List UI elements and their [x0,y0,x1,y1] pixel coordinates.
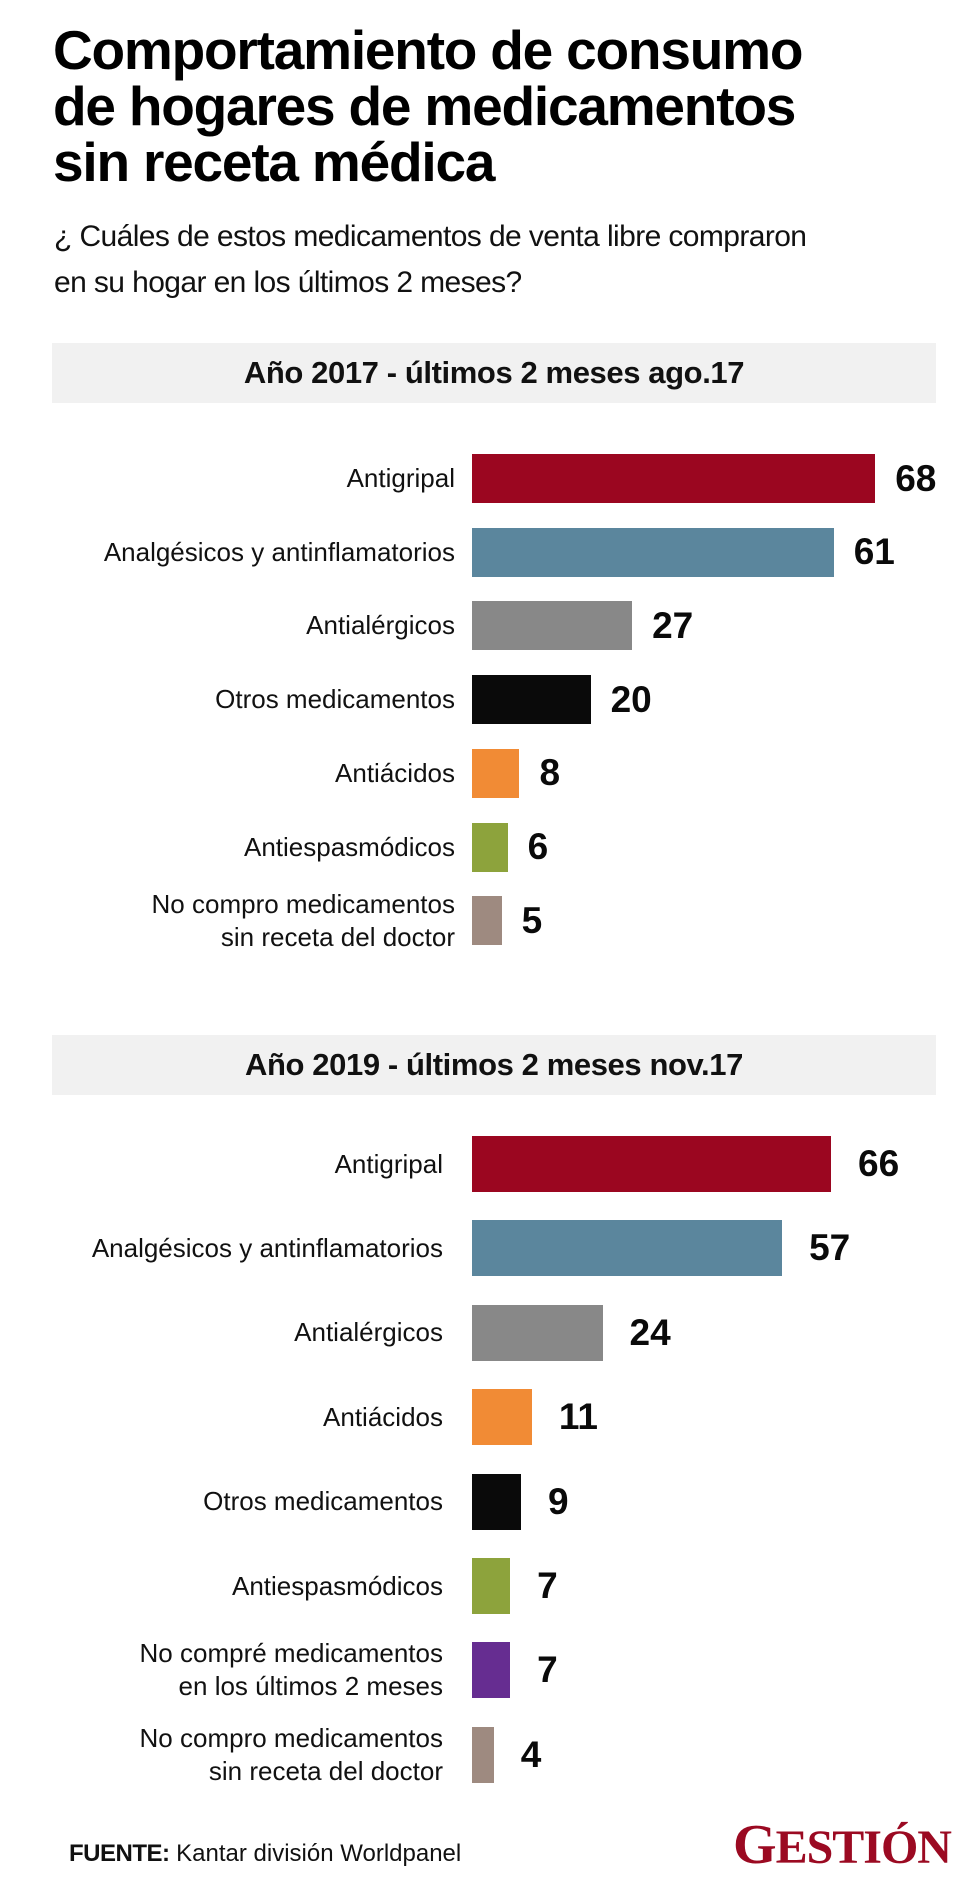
bar [472,454,876,503]
value-label: 8 [539,752,561,794]
category-label-line: No compro medicamentos [139,1722,443,1753]
category-label: Otros medicamentos [215,683,455,716]
category-label: No compré medicamentos en los últimos 2 m… [140,1637,443,1703]
bar [472,1389,532,1446]
category-label-line: No compré medicamentos [139,1638,443,1669]
bar [472,822,508,872]
category-label-line: Analgésicos y antinflamatorios [91,1232,443,1263]
category-label: Antigripal [335,1148,443,1181]
bar [472,675,591,725]
category-label-line: Antiespasmódicos [232,1570,443,1601]
chart-subtitle: ¿ Cuáles de estos medicamentos de venta … [54,214,954,306]
value-label: 57 [809,1227,851,1269]
bar [472,896,502,946]
category-label-line: Antigripal [334,1148,443,1179]
category-label-line: en los últimos 2 meses [178,1671,443,1702]
category-label: Antialérgicos [306,609,455,642]
category-label: Antigripal [347,462,455,495]
value-label: 11 [558,1396,598,1438]
category-label: No compro medicamentos sin receta del doc… [140,1722,443,1788]
title-line: Comportamiento de consumo [53,19,803,81]
bar [472,601,633,651]
value-label: 68 [895,457,937,499]
gestion-logo: GESTIÓN [733,1813,952,1877]
value-label: 66 [858,1143,900,1184]
category-label-line: No compro medicamentos [151,888,455,919]
category-label: Antiácidos [323,1401,443,1434]
category-label-line: Otros medicamentos [203,1486,443,1517]
category-label: Antiespasmódicos [244,831,455,864]
category-label-line: Antialérgicos [294,1317,443,1348]
category-label: No compro medicamentos sin receta del doc… [152,888,455,954]
logo-initial: G [733,1814,777,1876]
chart-title: Comportamiento de consumo de hogares de … [53,22,953,190]
category-label-line: sin receta del doctor [208,1755,443,1786]
value-label: 7 [537,1565,558,1606]
category-label: Antiácidos [335,757,455,790]
bar [472,748,520,798]
source-text: Kantar división Worldpanel [169,1840,462,1867]
bar [472,527,834,577]
value-label: 27 [652,604,694,646]
value-label: 24 [629,1311,671,1353]
bar [472,1304,603,1361]
category-label: Antialérgicos [294,1316,443,1349]
category-label: Antiespasmódicos [232,1570,443,1603]
source-label: FUENTE: [69,1840,170,1867]
subtitle-line: en su hogar en los últimos 2 meses? [54,266,522,299]
panel-header-2019: Año 2019 - últimos 2 meses nov.17 [52,1035,936,1095]
value-label: 61 [853,531,895,573]
title-line: de hogares de medicamentos [53,75,796,137]
category-label-line: Analgésicos y antinflamatorios [103,536,455,567]
category-label-line: Antialérgicos [306,610,455,641]
subtitle-line: ¿ Cuáles de estos medicamentos de venta … [54,220,807,253]
category-label: Analgésicos y antinflamatorios [104,536,455,569]
category-label-line: Antiácidos [323,1401,443,1432]
category-label-line: Antiácidos [335,757,455,788]
bar [472,1726,494,1783]
category-label-line: Antiespasmódicos [244,831,455,862]
panel-header-2017: Año 2017 - últimos 2 meses ago.17 [52,343,936,403]
category-label: Analgésicos y antinflamatorios [92,1232,443,1265]
bar [472,1136,832,1192]
value-label: 7 [537,1649,558,1691]
bar [472,1220,783,1277]
title-line: sin receta médica [53,131,495,193]
value-label: 4 [520,1733,542,1775]
source-note: FUENTE: Kantar división Worldpanel [69,1840,461,1868]
value-label: 6 [527,826,549,867]
category-label-line: sin receta del doctor [220,921,455,952]
bar [472,1473,521,1530]
value-label: 20 [610,678,652,720]
bar [472,1642,511,1699]
category-label: Otros medicamentos [203,1485,443,1518]
bar [472,1558,511,1614]
category-label-line: Antigripal [346,463,455,493]
category-label-line: Otros medicamentos [215,684,455,715]
logo-rest: ESTIÓN [775,1821,952,1874]
value-label: 5 [521,899,543,941]
value-label: 9 [547,1480,569,1522]
